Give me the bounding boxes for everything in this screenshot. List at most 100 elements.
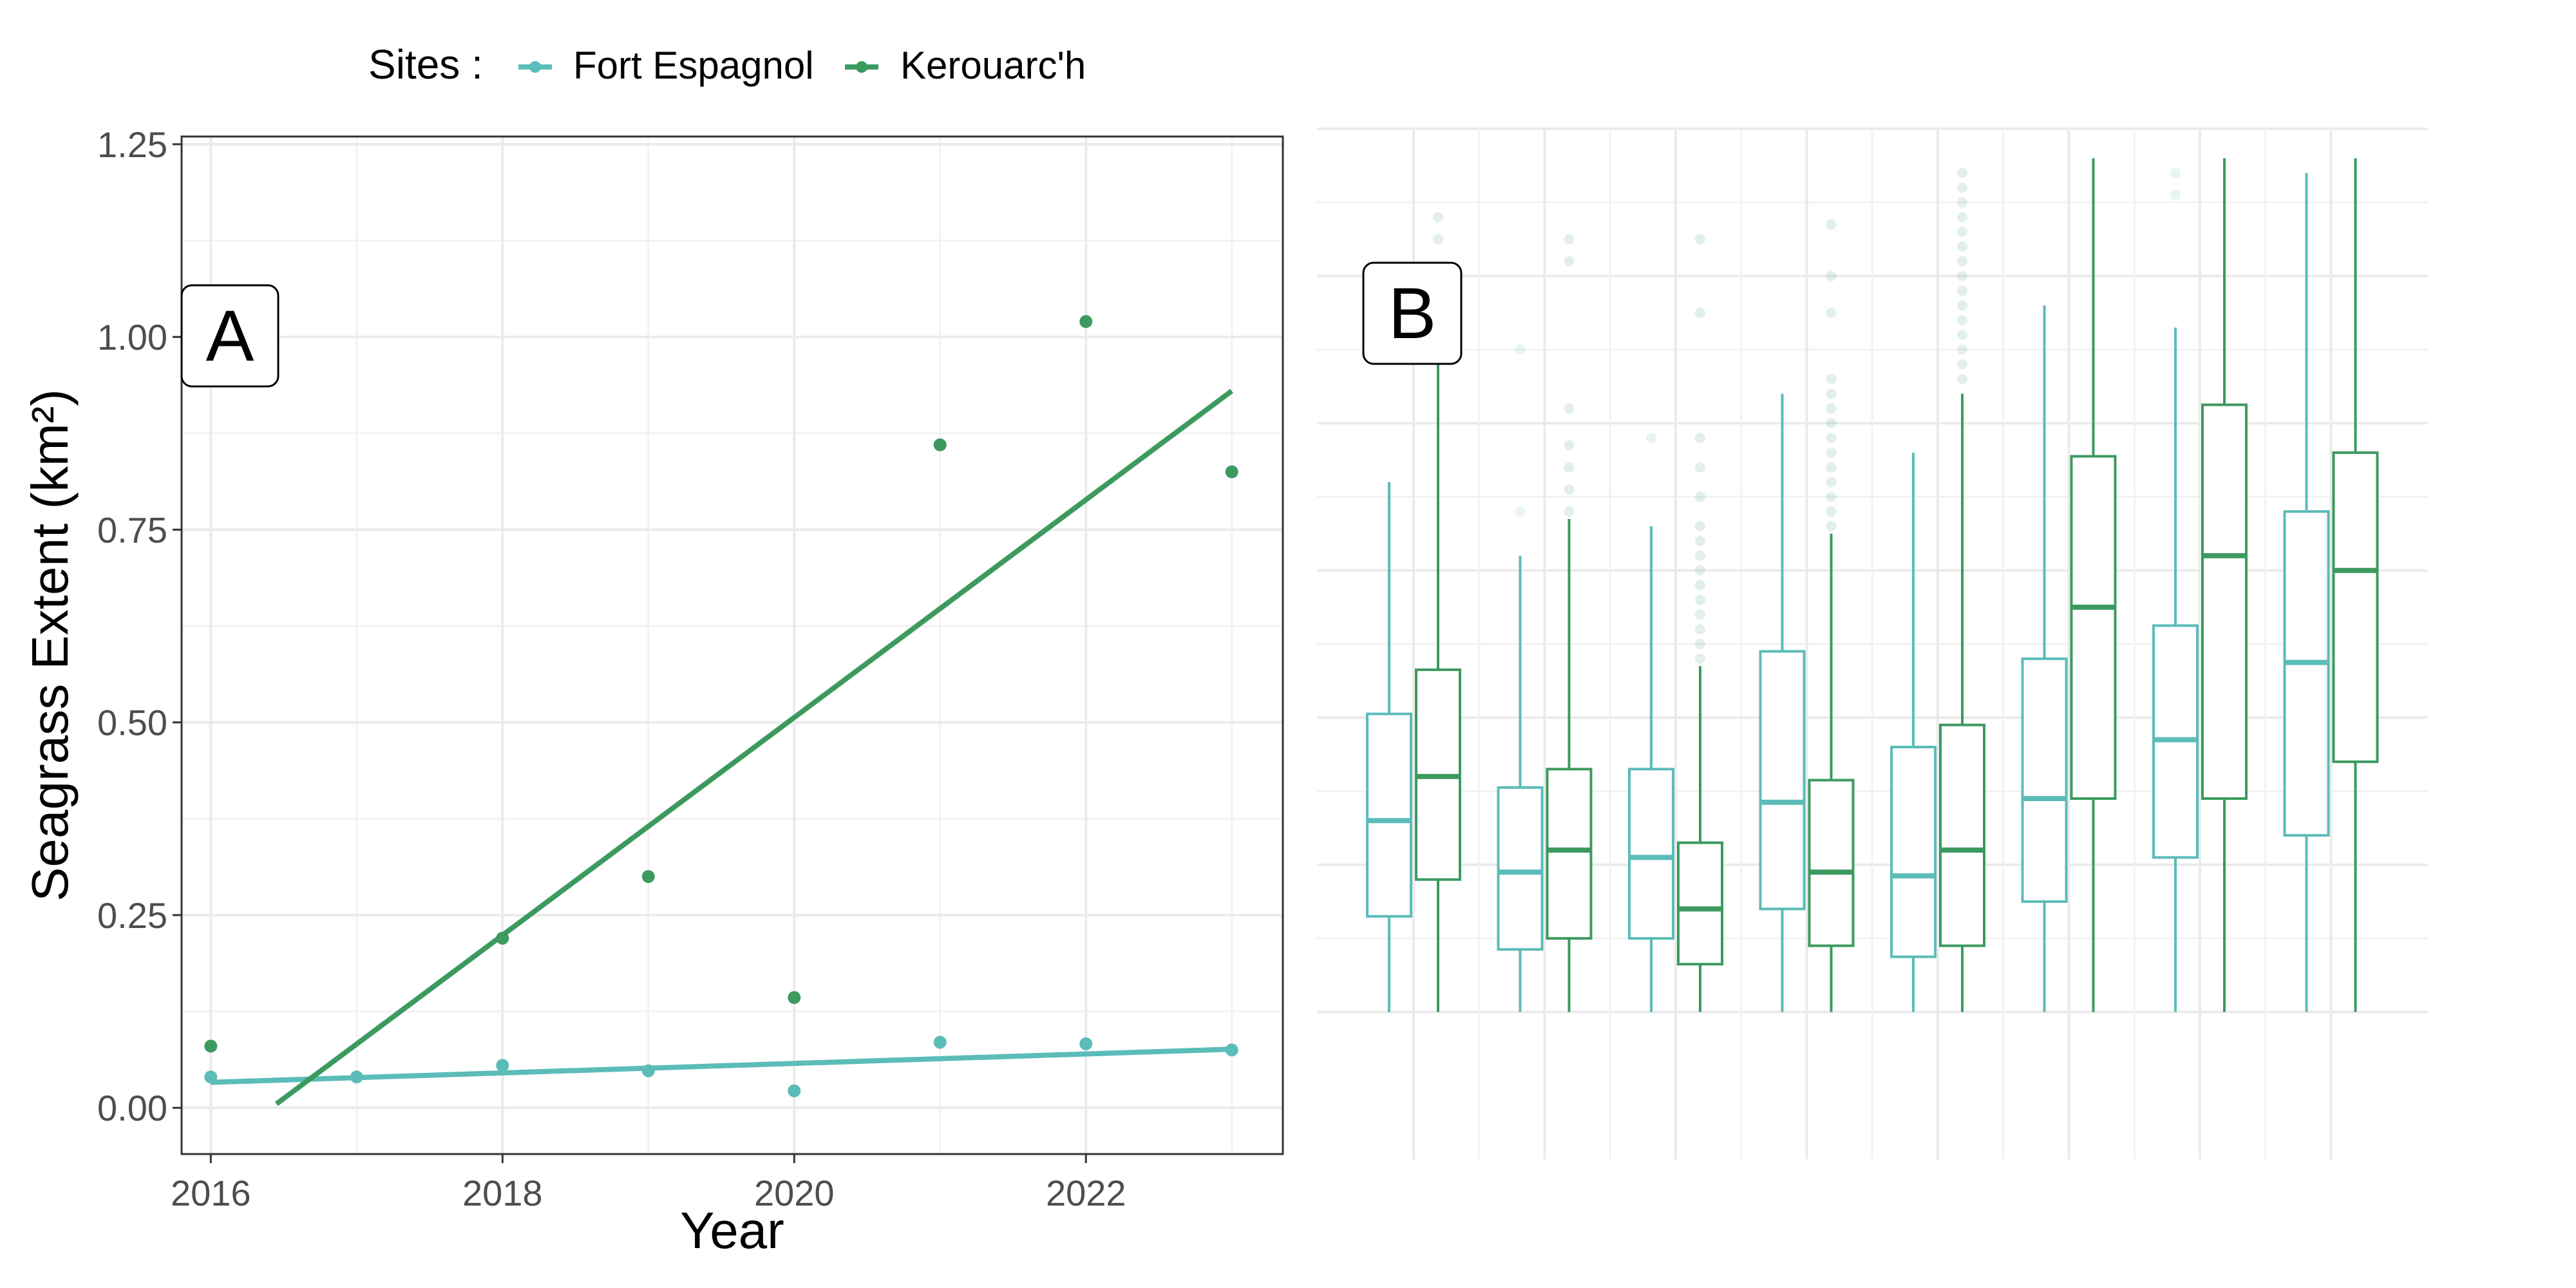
outlier-kerouarc-h [1957, 227, 1967, 237]
panel-a-letter: A [206, 296, 254, 376]
box-fort-espagnol [1628, 768, 1674, 940]
panel-a-grid [182, 137, 1283, 1154]
panel-a: 2016 2018 2020 2022 0.00 0.25 0.50 0.75 1.00 1.25… [21, 124, 1284, 1259]
outlier-kerouarc-h [1826, 388, 1837, 399]
outlier-fort-espagnol [1515, 344, 1526, 355]
y-tick-label: 0.25 [97, 895, 167, 936]
panel-b-grid [1317, 128, 2428, 1159]
outlier-kerouarc-h [1695, 521, 1705, 532]
y-tick-label: 1.00 [97, 317, 167, 357]
box-kerouarc-h [1677, 841, 1723, 966]
outlier-fort-espagnol [1515, 506, 1526, 517]
outlier-kerouarc-h [1826, 477, 1837, 488]
trend-line-fort-espagnol [211, 1046, 1232, 1085]
x-axis-title: Year [680, 1202, 784, 1259]
y-tick-label: 0.50 [97, 703, 167, 743]
point-fort-espagnol [788, 1084, 801, 1097]
box-kerouarc-h [1939, 723, 1985, 947]
x-tick-label: 2018 [462, 1173, 543, 1213]
y-axis-title: Seagrass Extent (km²) [21, 389, 79, 902]
outlier-kerouarc-h [1826, 462, 1837, 473]
outlier-kerouarc-h [1695, 462, 1705, 473]
x-tick-label: 2020 [754, 1173, 835, 1213]
legend-label-fort-espagnol: Fort Espagnol [573, 44, 814, 87]
point-kerouarc-h [496, 931, 509, 945]
outlier-kerouarc-h [1695, 653, 1705, 664]
outlier-kerouarc-h [1826, 433, 1837, 443]
outlier-kerouarc-h [1957, 256, 1967, 267]
box-kerouarc-h [2201, 403, 2248, 800]
legend-title: Sites : [368, 41, 483, 88]
outlier-kerouarc-h [1957, 374, 1967, 384]
box-kerouarc-h [1808, 779, 1855, 947]
outlier-kerouarc-h [1695, 624, 1705, 635]
outlier-kerouarc-h [1957, 300, 1967, 311]
legend: Sites : Fort Espagnol Kerouarc'h [368, 41, 1086, 88]
box-kerouarc-h [2070, 455, 2117, 800]
outlier-kerouarc-h [1695, 536, 1705, 546]
outlier-kerouarc-h [1433, 212, 1443, 223]
outlier-kerouarc-h [1695, 307, 1705, 318]
point-fort-espagnol [496, 1059, 509, 1072]
outlier-kerouarc-h [1433, 234, 1443, 245]
legend-key-fort-espagnol-dot [529, 61, 541, 73]
panel-a-border [180, 135, 1284, 1155]
point-kerouarc-h [204, 1039, 218, 1053]
panel-b-tag-box [1362, 261, 1463, 365]
box-fort-espagnol [2283, 510, 2330, 837]
point-kerouarc-h [641, 870, 655, 884]
point-fort-espagnol [350, 1070, 363, 1084]
outlier-kerouarc-h [1957, 270, 1967, 281]
outlier-kerouarc-h [1826, 219, 1837, 230]
outlier-kerouarc-h [1695, 234, 1705, 245]
outlier-kerouarc-h [1695, 639, 1705, 649]
outlier-fort-espagnol [2170, 167, 2181, 178]
panel-b-marks [1366, 158, 2379, 1012]
box-fort-espagnol [1759, 650, 1806, 911]
outlier-fort-espagnol [1646, 433, 1656, 443]
box-kerouarc-h [2332, 451, 2379, 763]
panel-a-tag: A [180, 284, 279, 388]
outlier-kerouarc-h [1564, 506, 1575, 517]
outlier-kerouarc-h [1695, 565, 1705, 576]
y-tick-label: 0.75 [97, 509, 167, 550]
outlier-kerouarc-h [1826, 418, 1837, 429]
box-fort-espagnol [1366, 712, 1412, 918]
outlier-kerouarc-h [1695, 491, 1705, 502]
box-fort-espagnol [2021, 657, 2068, 903]
panel-a-marks [204, 315, 1238, 1106]
x-tick-label: 2022 [1046, 1173, 1126, 1213]
outlier-kerouarc-h [1957, 344, 1967, 355]
panel-a-tag-box [180, 284, 279, 388]
point-kerouarc-h [788, 991, 801, 1005]
box-fort-espagnol [1497, 786, 1544, 951]
outlier-kerouarc-h [1826, 521, 1837, 532]
box-fort-espagnol [1890, 746, 1937, 958]
outlier-kerouarc-h [1564, 440, 1575, 451]
x-tick-label: 2016 [171, 1173, 251, 1213]
outlier-kerouarc-h [1826, 491, 1837, 502]
panel-b: B [1317, 128, 2428, 1159]
outlier-kerouarc-h [1695, 580, 1705, 591]
point-fort-espagnol [933, 1036, 947, 1049]
panel-b-letter: B [1388, 273, 1437, 354]
outlier-kerouarc-h [1564, 234, 1575, 245]
trend-line-kerouarc-h [274, 388, 1234, 1106]
outlier-kerouarc-h [1957, 167, 1967, 178]
point-fort-espagnol [641, 1064, 655, 1077]
point-fort-espagnol [204, 1070, 218, 1084]
outlier-kerouarc-h [1695, 594, 1705, 605]
y-tick-label: 0.00 [97, 1088, 167, 1128]
point-fort-espagnol [1079, 1037, 1093, 1050]
outlier-kerouarc-h [1957, 359, 1967, 370]
outlier-kerouarc-h [1957, 197, 1967, 208]
outlier-kerouarc-h [1695, 433, 1705, 443]
outlier-kerouarc-h [1564, 256, 1575, 267]
outlier-kerouarc-h [1826, 447, 1837, 458]
outlier-kerouarc-h [1957, 212, 1967, 223]
outlier-kerouarc-h [1826, 270, 1837, 281]
outlier-kerouarc-h [1957, 330, 1967, 340]
outlier-kerouarc-h [1957, 241, 1967, 252]
point-kerouarc-h [1079, 315, 1093, 328]
